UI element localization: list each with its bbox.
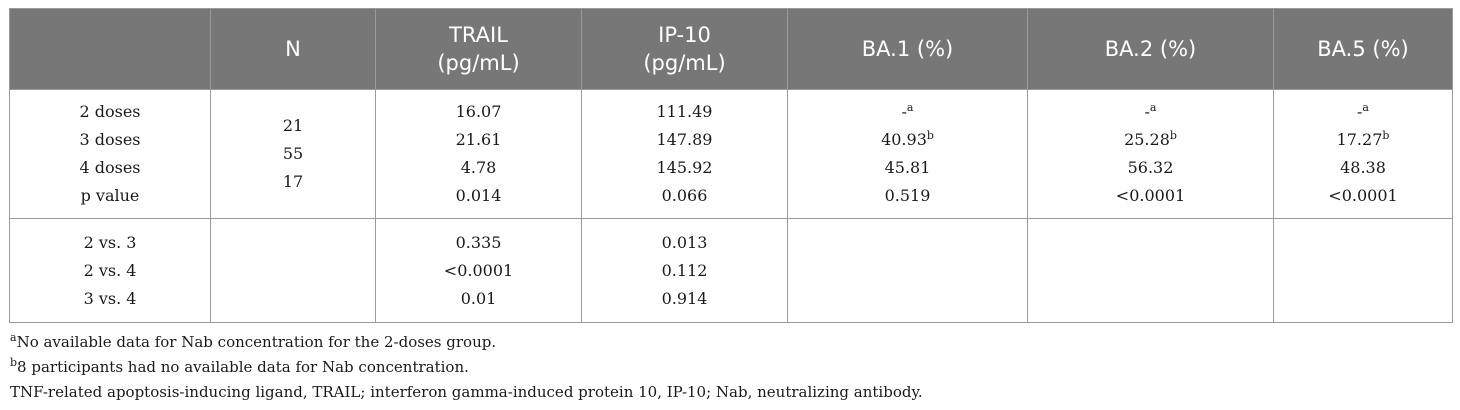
table-row-groups: 2 doses 3 doses 4 doses p value 21 55 17… [9, 89, 1453, 219]
ba1-value: 45.81 [884, 158, 931, 177]
comparison-label: 3 vs. 4 [83, 288, 137, 308]
trail-value: 4.78 [460, 158, 497, 177]
table-row-comparisons: 2 vs. 3 2 vs. 4 3 vs. 4 0.335 <0.0001 0.… [9, 218, 1453, 323]
ba2-value: 56.32 [1127, 158, 1174, 177]
header-ba1: BA.1 (%) [787, 8, 1028, 90]
footnote-marker: b [10, 356, 18, 369]
comparison-ip10-value: 0.914 [661, 288, 708, 308]
group-label: 2 doses [79, 102, 141, 121]
footnote-marker: a [10, 331, 17, 344]
ba2-values-cell: -a 25.28b 56.32 <0.0001 [1027, 89, 1274, 219]
ba5-values-cell: -a 17.27b 48.38 <0.0001 [1273, 89, 1453, 219]
comparison-trail-value: 0.335 [455, 232, 502, 252]
footnote-marker: a [906, 101, 914, 114]
ba2-value: 25.28b [1124, 129, 1177, 149]
empty-cell [787, 218, 1028, 323]
footnote-a-text: No available data for Nab concentration … [16, 333, 497, 351]
ba2-value: -a [1144, 101, 1157, 121]
trail-values-cell: 16.07 21.61 4.78 0.014 [375, 89, 582, 219]
n-values-cell: 21 55 17 [210, 89, 376, 219]
n-value: 55 [282, 144, 304, 163]
trail-value: 0.014 [455, 186, 502, 205]
footnote-marker: b [1382, 129, 1390, 142]
ba5-value: -a [1357, 101, 1369, 121]
group-label: 4 doses [79, 158, 141, 177]
footnote-marker: a [1362, 101, 1369, 114]
empty-cell [1027, 218, 1274, 323]
trail-value: 16.07 [455, 102, 502, 121]
empty-cell [210, 218, 376, 323]
header-ba2: BA.2 (%) [1027, 8, 1274, 90]
footnote-marker: b [926, 129, 934, 142]
header-ip10: IP-10 (pg/mL) [581, 8, 788, 90]
comparison-trail-cell: 0.335 <0.0001 0.01 [375, 218, 582, 323]
n-value: 21 [282, 116, 304, 135]
footnote-marker: b [1169, 129, 1177, 142]
ba1-values-cell: -a 40.93b 45.81 0.519 [787, 89, 1028, 219]
ba5-value: 17.27b [1336, 129, 1390, 149]
table-footnotes: aNo available data for Nab concentration… [10, 330, 1450, 405]
header-trail-line1: TRAIL [449, 23, 508, 47]
ba1-value: -a [901, 101, 914, 121]
footnote-a: aNo available data for Nab concentration… [10, 330, 1450, 355]
header-n: N [210, 8, 376, 90]
group-labels-cell: 2 doses 3 doses 4 doses p value [9, 89, 211, 219]
ba2-value: <0.0001 [1115, 186, 1186, 205]
comparison-label: 2 vs. 4 [83, 260, 137, 280]
comparison-ip10-cell: 0.013 0.112 0.914 [581, 218, 788, 323]
ba5-value: 48.38 [1340, 158, 1386, 177]
header-trail: TRAIL (pg/mL) [375, 8, 582, 90]
comparison-label: 2 vs. 3 [83, 232, 137, 252]
footnote-marker: a [1149, 101, 1157, 114]
ip10-values-cell: 111.49 147.89 145.92 0.066 [581, 89, 788, 219]
empty-cell [1273, 218, 1453, 323]
ba1-value: 0.519 [884, 186, 931, 205]
header-trail-line2: (pg/mL) [437, 51, 520, 75]
comparison-trail-value: 0.01 [460, 288, 497, 308]
ip10-value: 0.066 [661, 186, 708, 205]
header-ba5: BA.5 (%) [1273, 8, 1453, 90]
footnote-b: b8 participants had no available data fo… [10, 355, 1450, 380]
trail-value: 21.61 [455, 130, 502, 149]
comparison-ip10-value: 0.112 [661, 260, 708, 280]
n-value: 17 [282, 172, 304, 191]
ba1-value: 40.93b [881, 129, 934, 149]
header-ip10-line1: IP-10 [658, 23, 711, 47]
header-ip10-line2: (pg/mL) [643, 51, 726, 75]
comparison-trail-value: <0.0001 [443, 260, 514, 280]
ip10-value: 145.92 [656, 158, 713, 177]
header-row: N TRAIL (pg/mL) IP-10 (pg/mL) BA.1 (%) B… [9, 8, 1453, 90]
ba5-value: <0.0001 [1328, 186, 1398, 205]
results-table: N TRAIL (pg/mL) IP-10 (pg/mL) BA.1 (%) B… [9, 8, 1453, 323]
group-label: 3 doses [79, 130, 141, 149]
ip10-value: 111.49 [656, 102, 713, 121]
comparison-labels-cell: 2 vs. 3 2 vs. 4 3 vs. 4 [9, 218, 211, 323]
footnote-b-text: 8 participants had no available data for… [17, 358, 469, 376]
abbreviations-note: TNF-related apoptosis-inducing ligand, T… [10, 383, 923, 401]
comparison-ip10-value: 0.013 [661, 232, 708, 252]
header-empty [9, 8, 211, 90]
group-label: p value [80, 186, 140, 205]
ip10-value: 147.89 [656, 130, 713, 149]
